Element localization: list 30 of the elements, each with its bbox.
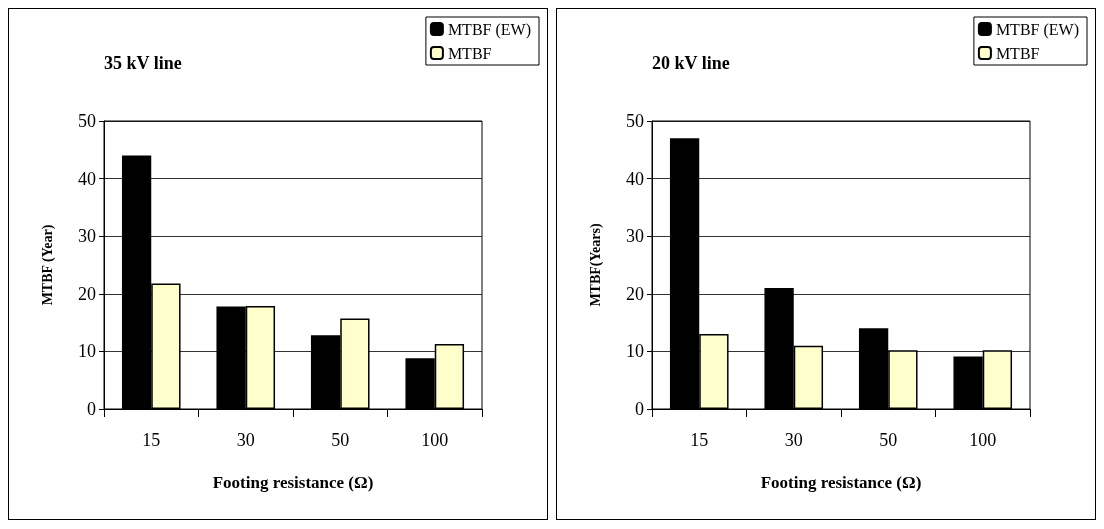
- y-tick-label: 0: [635, 399, 644, 419]
- y-tick-label: 0: [87, 399, 96, 419]
- x-tick-label: 15: [690, 430, 709, 450]
- x-tick-label: 100: [969, 430, 997, 450]
- x-axis-title: Footing resistance (Ω): [760, 473, 922, 492]
- legend-label: MTBF: [447, 44, 492, 62]
- y-tick-label: 50: [626, 111, 644, 131]
- chart-title: 20 kV line: [652, 53, 730, 73]
- y-tick-label: 10: [626, 341, 644, 362]
- x-tick-label: 50: [331, 430, 350, 450]
- x-tick-label: 30: [236, 430, 255, 450]
- y-tick-label: 20: [78, 283, 96, 304]
- x-tick-label: 30: [784, 430, 803, 450]
- y-tick-label: 40: [78, 168, 96, 189]
- y-tick-label: 30: [78, 226, 96, 247]
- legend-label: MTBF (EW): [995, 20, 1080, 39]
- legend-label: MTBF (EW): [447, 20, 532, 39]
- y-axis-title: MTBF (Year): [39, 224, 56, 306]
- chart-title: 35 kV line: [104, 53, 182, 73]
- y-axis-title: MTBF(Years): [587, 223, 604, 307]
- y-tick-label: 50: [78, 111, 96, 131]
- y-tick-label: 30: [626, 226, 644, 247]
- x-axis-title: Footing resistance (Ω): [212, 473, 374, 492]
- legend-label: MTBF: [995, 44, 1040, 62]
- y-tick-label: 40: [626, 168, 644, 189]
- x-tick-label: 100: [421, 430, 449, 450]
- y-tick-label: 20: [626, 283, 644, 304]
- x-tick-label: 15: [142, 430, 161, 450]
- y-tick-label: 10: [78, 341, 96, 362]
- x-tick-label: 50: [879, 430, 898, 450]
